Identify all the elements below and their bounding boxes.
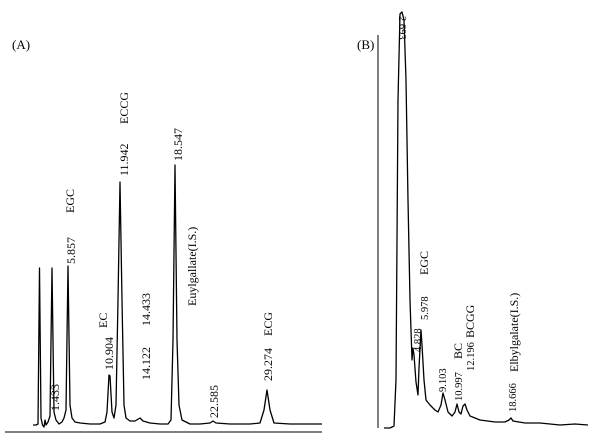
trace-b (384, 11, 589, 429)
peak-label-29-274: 29.274 (261, 348, 275, 381)
peak-name-ecg: ECG (261, 312, 275, 336)
peak-label-2-693: 2.693 (396, 16, 407, 40)
peak-name-ec: EC (96, 313, 110, 328)
peak-name-bc: BC (451, 343, 465, 359)
peak-label-5-857: 5.857 (64, 237, 78, 264)
peak-name-bcgg: BCGG (463, 304, 477, 338)
peak-name-egc-b: EGC (417, 251, 431, 275)
panel-label-b: (B) (357, 37, 374, 52)
peak-label-9-103: 9.103 (438, 368, 449, 392)
peak-label-5-978: 5.978 (420, 296, 431, 320)
peak-label-14-433: 14.433 (139, 293, 153, 326)
peak-label-11-942: 11.942 (117, 143, 131, 176)
peak-label-18-666: 18.666 (508, 383, 519, 412)
peak-name-egc: EGC (63, 189, 77, 213)
chromatogram-panel-a: (A) 1.433 EGC 5.857 EC 10.904 ECCG 11.94… (5, 37, 322, 433)
peak-label-18-547: 18.547 (171, 128, 185, 161)
peak-label-22-585: 22.585 (207, 385, 221, 418)
peak-label-10-904: 10.904 (102, 337, 116, 370)
peak-label-14-122: 14.122 (139, 347, 153, 380)
peak-label-4-828: 4.828 (413, 328, 424, 352)
peak-name-eccg: ECCG (117, 92, 131, 124)
panel-label-a: (A) (12, 37, 30, 52)
peak-label-1-433: 1.433 (48, 384, 62, 411)
chromatogram-panel-b: (B) 2.693 EGC 5.978 4.828 BC 9.103 10.99… (357, 11, 589, 429)
peak-name-internal-standard-a: Euylgallate(I.S.) (185, 227, 199, 306)
trace-a (33, 164, 322, 428)
peak-name-internal-standard-b: Elbylgalate(I.S.) (507, 293, 521, 372)
peak-label-12-196: 12.196 (466, 342, 477, 371)
peak-label-10-997: 10.997 (454, 372, 465, 401)
